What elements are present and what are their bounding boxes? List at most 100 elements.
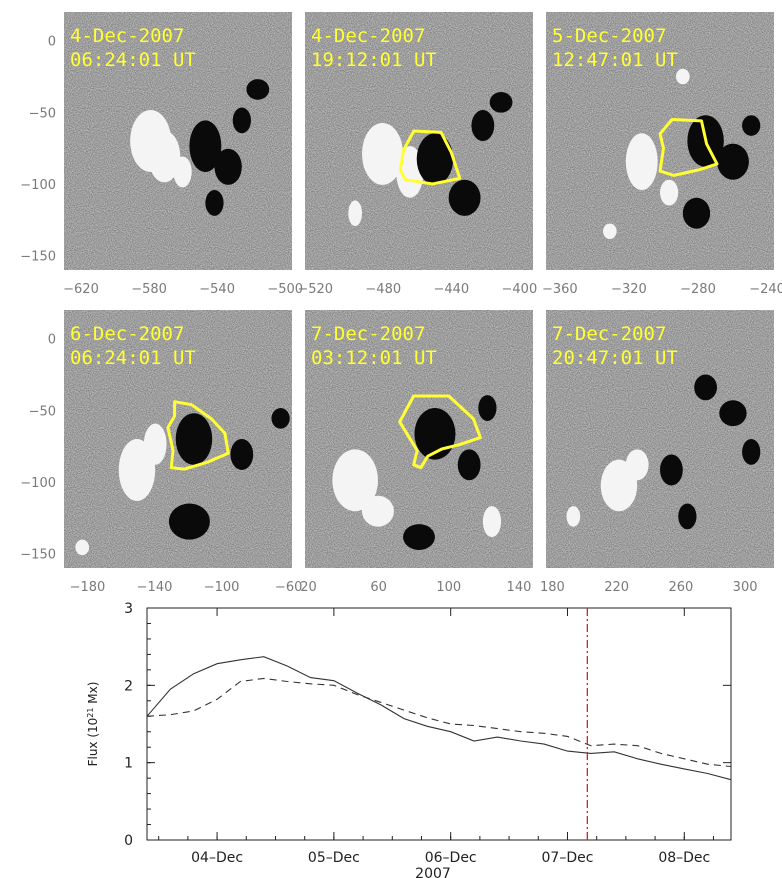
negative-polarity-region xyxy=(719,400,747,427)
panel-noise xyxy=(64,12,292,270)
x-tick-label: −280 xyxy=(680,282,716,297)
positive-polarity-region xyxy=(348,200,362,227)
x-tick-label: 07–Dec xyxy=(542,850,594,866)
negative-polarity-region xyxy=(717,143,749,180)
x-axis-label: 2007 xyxy=(415,866,451,878)
negative-polarity-region xyxy=(271,408,290,429)
panel-noise xyxy=(305,12,533,270)
y-tick-label: 0 xyxy=(124,833,133,849)
flux-contour xyxy=(658,118,719,177)
panel-date: 4-Dec-2007 xyxy=(70,25,184,47)
x-tick-label: −60 xyxy=(275,580,302,595)
positive-polarity-region xyxy=(603,223,617,240)
negative-polarity-region xyxy=(214,148,242,185)
negative-polarity-region xyxy=(246,79,270,100)
negative-polarity-region xyxy=(168,503,210,540)
y-tick-label: −50 xyxy=(29,106,56,121)
y-tick-label: −100 xyxy=(20,476,56,491)
x-tick-label: 08–Dec xyxy=(658,850,710,866)
positive-polarity-region xyxy=(173,156,192,188)
x-tick-label: −580 xyxy=(131,282,167,297)
negative-polarity-region xyxy=(189,120,222,172)
positive-polarity-region xyxy=(660,179,679,206)
x-tick-label: −360 xyxy=(542,282,578,297)
x-tick-label: −180 xyxy=(70,580,106,595)
panel-date: 7-Dec-2007 xyxy=(552,323,666,345)
panel-time: 12:47:01 UT xyxy=(552,49,678,71)
positive-polarity-region xyxy=(625,133,658,191)
negative-polarity-region xyxy=(471,110,495,141)
x-tick-label: −320 xyxy=(611,282,647,297)
negative-polarity-region xyxy=(416,133,454,185)
panel-time: 06:24:01 UT xyxy=(70,347,196,369)
negative-polarity-region xyxy=(742,439,761,465)
x-tick-label: −540 xyxy=(199,282,235,297)
x-tick-label: −500 xyxy=(267,282,303,297)
x-tick-label: 140 xyxy=(507,580,532,595)
panel-time: 19:12:01 UT xyxy=(311,49,437,71)
positive-polarity-region xyxy=(362,495,394,527)
panel-noise xyxy=(546,12,774,270)
x-tick-label: 260 xyxy=(668,580,693,595)
flux-contour xyxy=(166,400,230,471)
panel-time: 20:47:01 UT xyxy=(552,347,678,369)
panel-noise xyxy=(546,310,774,568)
y-tick-label: 1 xyxy=(124,756,133,772)
x-tick-label: 220 xyxy=(604,580,629,595)
x-tick-label: −240 xyxy=(749,282,782,297)
positive-polarity-region xyxy=(332,449,378,512)
negative-polarity-region xyxy=(678,503,697,530)
panel-time: 06:24:01 UT xyxy=(70,49,196,71)
positive-polarity-region xyxy=(148,130,181,183)
positive-polarity-region xyxy=(566,506,581,527)
negative-polarity-region xyxy=(232,107,251,134)
negative-polarity-region xyxy=(230,439,254,470)
y-tick-label: −150 xyxy=(20,548,56,563)
panel-date: 7-Dec-2007 xyxy=(311,323,425,345)
negative-polarity-region xyxy=(682,197,711,229)
x-tick-label: 300 xyxy=(733,580,758,595)
x-tick-label: 180 xyxy=(540,580,565,595)
negative-polarity-region xyxy=(660,454,683,486)
x-tick-label: −520 xyxy=(297,282,333,297)
x-tick-label: −620 xyxy=(63,282,99,297)
y-tick-label: 3 xyxy=(124,601,133,617)
y-tick-label: −50 xyxy=(29,404,56,419)
y-tick-label: 0 xyxy=(48,35,56,50)
panel-date: 4-Dec-2007 xyxy=(311,25,425,47)
x-tick-label: −100 xyxy=(204,580,240,595)
solid-flux-line xyxy=(146,656,732,781)
negative-polarity-region xyxy=(205,190,224,216)
negative-polarity-region xyxy=(448,179,481,216)
x-tick-label: 60 xyxy=(370,580,387,595)
x-tick-label: 04–Dec xyxy=(191,850,243,866)
x-tick-label: −480 xyxy=(365,282,401,297)
x-tick-label: 100 xyxy=(436,580,461,595)
negative-polarity-region xyxy=(742,115,761,136)
y-tick-label: −150 xyxy=(20,250,56,265)
flux-contour xyxy=(398,129,462,186)
plot-frame xyxy=(146,607,732,841)
positive-polarity-region xyxy=(675,68,690,85)
negative-polarity-region xyxy=(478,395,497,421)
x-tick-label: −440 xyxy=(433,282,469,297)
x-tick-label: −140 xyxy=(137,580,173,595)
flux-contour xyxy=(398,394,482,470)
y-tick-label: −100 xyxy=(20,178,56,193)
x-tick-label: 05–Dec xyxy=(308,850,360,866)
x-tick-label: 20 xyxy=(300,580,317,595)
dashed-flux-line xyxy=(146,677,732,768)
positive-polarity-region xyxy=(625,449,649,481)
panel-time: 03:12:01 UT xyxy=(311,347,437,369)
x-tick-label: 06–Dec xyxy=(425,850,477,866)
y-axis-label: Flux (1021 Mx) xyxy=(86,682,100,767)
negative-polarity-region xyxy=(457,449,481,481)
y-tick-label: 2 xyxy=(124,678,133,694)
flux-plot: 0 1 2 3 04–Dec 05–Dec 06–Dec 07–Dec 08–Dec 2007 Fl… xyxy=(86,601,732,878)
y-tick-label: 0 xyxy=(48,333,56,348)
